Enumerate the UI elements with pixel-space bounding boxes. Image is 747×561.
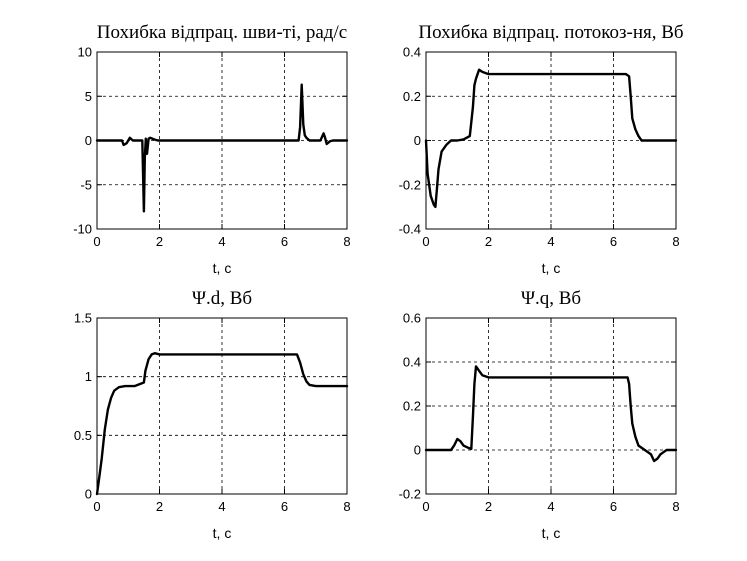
x-tick-label: 8	[672, 234, 679, 249]
x-tick-label: 2	[485, 234, 492, 249]
x-tick-label: 4	[547, 234, 554, 249]
x-tick-label: 6	[610, 499, 617, 514]
y-tick-label: 0.4	[403, 355, 421, 370]
y-tick-label: 0.6	[403, 311, 421, 326]
x-tick-label: 0	[422, 499, 429, 514]
chart-panel-1: 0 2 4 6 8 -10 -5 0 5 10 Похибка відпрац. шви-ті, р…	[73, 22, 350, 276]
x-axis-label: t, c	[542, 260, 561, 276]
y-tick-label: 0.2	[403, 399, 421, 414]
chart-panel-4: 0 2 4 6 8-0.200.20.40.6Ψ.q, Вбt, c	[399, 288, 680, 541]
chart-panel-2: 0 2 4 6 8 -0.4 -0.2 0 0.2 0.4 Похибка відпрац. пот…	[399, 22, 684, 276]
series-line	[424, 365, 678, 463]
x-tick-label: 0	[422, 234, 429, 249]
x-tick-label: 6	[281, 234, 288, 249]
x-tick-label: 2	[156, 234, 163, 249]
x-tick-label: 4	[547, 499, 554, 514]
x-axis-label: t, c	[213, 525, 232, 541]
y-tick-label: -0.2	[399, 177, 421, 192]
x-tick-label: 2	[156, 499, 163, 514]
x-tick-label: 4	[218, 499, 225, 514]
chart-title: Похибка відпрац. потокоз-ня, Вб	[418, 22, 683, 43]
chart-panel-3: 0 2 4 6 8 0 0.5 1 1.5 Ψ.d, Вб t, c	[74, 288, 351, 541]
x-tick-label: 4	[218, 234, 225, 249]
y-tick-label: 0.2	[403, 89, 421, 104]
x-tick-label: 6	[610, 234, 617, 249]
y-tick-label: -0.4	[399, 222, 421, 237]
x-tick-label: 2	[485, 499, 492, 514]
x-tick-label: 8	[343, 499, 350, 514]
x-tick-label: 0	[93, 234, 100, 249]
chart-title: Ψ.q, Вб	[521, 288, 581, 309]
x-tick-label: 8	[672, 499, 679, 514]
x-tick-label: 6	[281, 499, 288, 514]
y-tick-label: 10	[78, 45, 92, 60]
y-tick-label: 0.5	[74, 428, 92, 443]
y-tick-label: 1	[85, 369, 92, 384]
y-tick-label: 0	[85, 133, 92, 148]
chart-title: Ψ.d, Вб	[192, 288, 252, 309]
y-tick-label: -5	[80, 177, 92, 192]
x-tick-label: 0	[93, 499, 100, 514]
y-tick-label: 0	[414, 443, 421, 458]
x-tick-label: 8	[343, 234, 350, 249]
series-line	[95, 352, 349, 496]
y-tick-label: -10	[73, 222, 92, 237]
chart-title: Похибка відпрац. шви-ті, рад/с	[97, 22, 347, 43]
y-tick-label: 0	[85, 487, 92, 502]
series-line	[95, 83, 349, 213]
x-axis-label: t, c	[213, 260, 232, 276]
x-axis-label: t, c	[542, 525, 561, 541]
series-line	[424, 68, 678, 209]
y-tick-label: 0	[414, 133, 421, 148]
y-tick-label: -0.2	[399, 487, 421, 502]
y-tick-label: 0.4	[403, 45, 421, 60]
y-tick-label: 5	[85, 89, 92, 104]
y-tick-label: 1.5	[74, 311, 92, 326]
